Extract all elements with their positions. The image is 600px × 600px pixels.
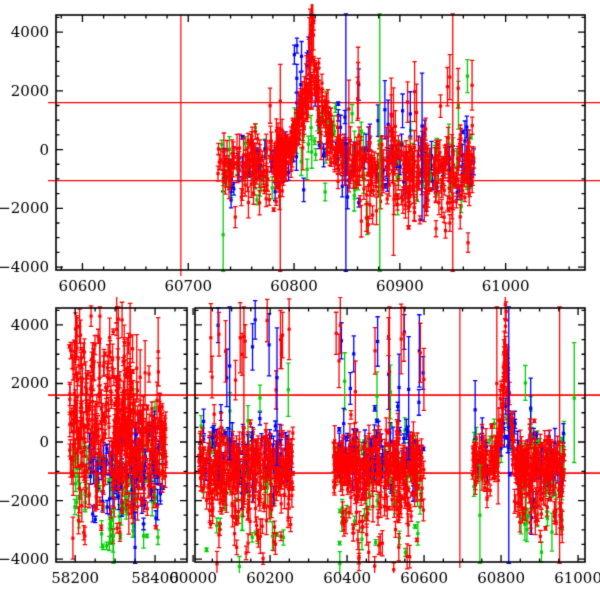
light-curve-figure: [0, 0, 600, 600]
chart-canvas: [0, 0, 600, 600]
